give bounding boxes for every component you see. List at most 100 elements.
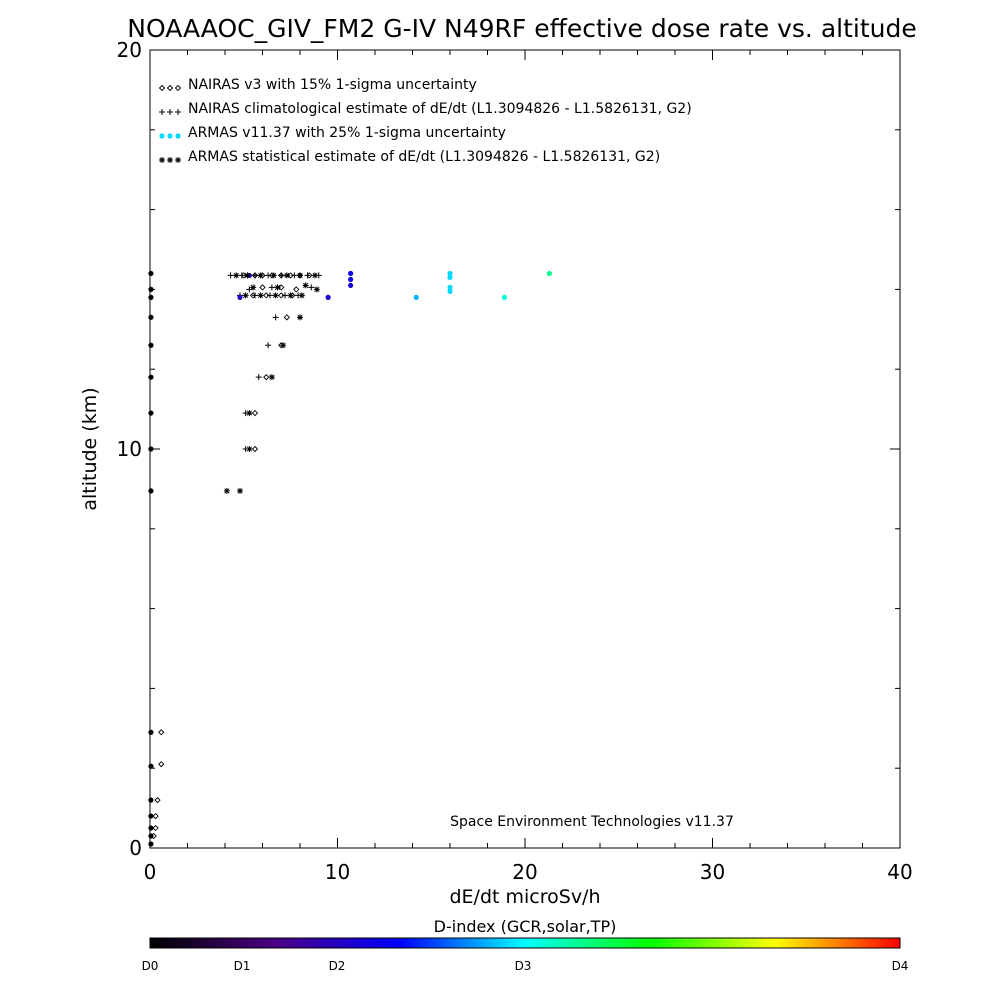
data-point-series-3 <box>242 292 249 299</box>
data-point-series-1 <box>265 342 272 349</box>
colorbar <box>149 937 901 949</box>
data-point-series-0 <box>154 796 161 804</box>
data-point-series-4 <box>148 314 154 320</box>
x-axis-label: dE/dt microSv/h <box>449 886 600 908</box>
data-point-series-3 <box>268 374 275 381</box>
x-tick-label: 10 <box>325 860 350 884</box>
data-point-series-0 <box>278 292 285 299</box>
data-point-series-3 <box>223 487 230 494</box>
data-point-series-0 <box>287 272 294 279</box>
colorbar-tick-label: D0 <box>142 959 159 973</box>
data-point-series-4 <box>148 797 154 803</box>
colorbar-tick-label: D2 <box>329 959 346 973</box>
y-tick-label: 10 <box>117 437 142 461</box>
data-point-series-2 <box>546 270 552 277</box>
data-point-series-3 <box>312 272 318 279</box>
data-point-series-2 <box>325 294 331 300</box>
plot-frame <box>149 49 901 849</box>
data-point-series-2 <box>348 276 354 283</box>
legend-marker <box>167 133 173 139</box>
data-point-series-3 <box>272 292 279 299</box>
data-point-series-1 <box>267 292 273 299</box>
data-point-series-1 <box>304 272 311 279</box>
data-point-series-2 <box>348 282 354 289</box>
data-point-series-4 <box>148 763 154 769</box>
data-point-series-3 <box>257 292 264 299</box>
data-point-series-1 <box>268 284 275 291</box>
data-point-series-1 <box>272 314 279 321</box>
data-point-series-1 <box>238 272 245 279</box>
chart-title: NOAAAOC_GIV_FM2 G-IV N49RF effective dos… <box>127 14 916 43</box>
data-point-series-2 <box>413 294 419 300</box>
data-point-series-0 <box>158 729 165 736</box>
x-tick-label: 30 <box>700 860 725 884</box>
data-point-series-4 <box>148 374 154 380</box>
legend-label: NAIRAS v3 with 15% 1-sigma uncertainty <box>188 77 477 93</box>
data-point-series-0 <box>152 824 159 832</box>
data-point-series-4 <box>148 342 154 348</box>
data-point-series-3 <box>298 292 305 299</box>
data-point-series-2 <box>447 284 453 291</box>
legend-label: ARMAS v11.37 with 25% 1-sigma uncertaint… <box>188 125 506 141</box>
colorbar-title: D-index (GCR,solar,TP) <box>434 917 617 936</box>
data-point-series-4 <box>148 488 154 494</box>
data-point-series-1 <box>265 272 272 279</box>
x-tick-label: 20 <box>512 860 537 884</box>
data-point-series-3 <box>270 272 277 279</box>
data-point-series-4 <box>148 410 154 416</box>
colorbar-ticks: D0 D1 D2 D3 D4 <box>142 959 909 973</box>
data-point-series-4 <box>148 825 154 831</box>
data-points <box>148 270 552 847</box>
data-point-series-2 <box>501 294 507 300</box>
legend-marker <box>159 157 165 163</box>
data-point-series-3 <box>287 292 294 299</box>
data-point-series-3 <box>250 284 257 291</box>
legend-marker <box>174 84 182 92</box>
legend-label: NAIRAS climatological estimate of dE/dt … <box>188 101 692 117</box>
data-point-series-0 <box>251 445 259 453</box>
data-point-series-4 <box>148 813 154 819</box>
data-point-series-0 <box>158 761 165 768</box>
data-point-series-4 <box>148 294 154 300</box>
y-tick-label: 20 <box>117 38 142 62</box>
data-point-series-3 <box>237 487 243 494</box>
data-point-series-3 <box>297 272 303 279</box>
data-point-series-3 <box>246 446 253 452</box>
data-point-series-3 <box>257 272 264 279</box>
data-point-series-3 <box>246 410 253 417</box>
data-point-series-2 <box>447 274 453 281</box>
data-point-series-3 <box>280 342 287 349</box>
y-tick-label: 0 <box>129 836 142 860</box>
legend-marker <box>175 133 181 139</box>
legend: NAIRAS v3 with 15% 1-sigma uncertainty NA… <box>158 77 692 165</box>
data-point-series-4 <box>148 833 154 839</box>
legend-marker <box>175 157 181 163</box>
axes: 0 10 20 30 40 0 10 20 <box>117 38 913 884</box>
data-point-series-3 <box>283 272 290 279</box>
data-point-series-1 <box>282 292 288 299</box>
data-point-series-3 <box>297 314 303 321</box>
data-point-series-1 <box>252 292 258 299</box>
data-point-series-0 <box>152 812 159 820</box>
data-point-series-0 <box>263 374 270 381</box>
data-point-series-3 <box>274 284 281 291</box>
data-point-series-2 <box>348 270 354 277</box>
data-point-series-1 <box>278 272 285 279</box>
data-point-series-0 <box>263 292 270 299</box>
colorbar-tick-label: D3 <box>515 959 532 973</box>
data-point-series-4 <box>148 841 154 847</box>
data-point-series-0 <box>251 409 259 417</box>
data-point-series-1 <box>308 284 315 291</box>
y-axis-label: altitude (km) <box>79 387 101 510</box>
data-point-series-4 <box>148 270 154 277</box>
legend-marker <box>159 109 165 115</box>
data-point-series-1 <box>252 272 258 279</box>
data-point-series-0 <box>259 284 266 291</box>
data-point-series-1 <box>291 272 298 279</box>
x-tick-label: 40 <box>887 860 912 884</box>
data-point-series-3 <box>233 272 240 279</box>
data-point-series-0 <box>278 284 285 291</box>
data-point-series-4 <box>148 729 154 735</box>
data-point-series-1 <box>255 374 262 381</box>
